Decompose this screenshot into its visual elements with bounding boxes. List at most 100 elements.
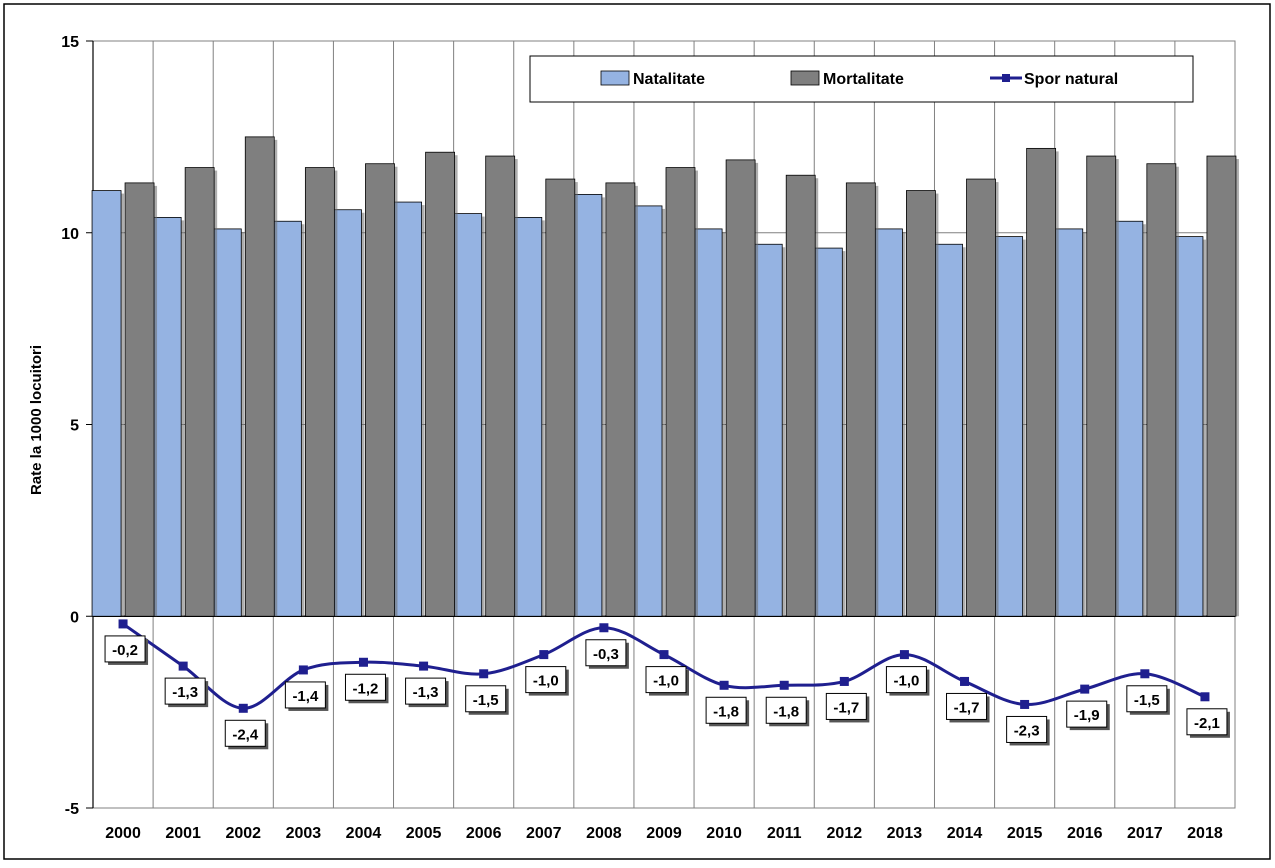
legend-marker-spor-natural bbox=[1002, 74, 1010, 82]
bar-mortalitate bbox=[1026, 147, 1057, 617]
data-label: -1,5 bbox=[1134, 692, 1160, 709]
data-label-box bbox=[705, 696, 747, 724]
spor-natural-marker bbox=[659, 650, 669, 660]
bar-mortalitate bbox=[485, 155, 516, 617]
spor-natural-marker bbox=[118, 619, 128, 629]
bar-natalitate bbox=[91, 190, 122, 617]
bar-mortalitate bbox=[545, 178, 576, 617]
bar-mortalitate bbox=[665, 167, 696, 617]
bar-mortalitate bbox=[365, 163, 395, 617]
data-label-box bbox=[1006, 715, 1048, 743]
spor-natural-marker bbox=[960, 676, 970, 686]
data-label: -0,2 bbox=[112, 642, 138, 659]
legend-label-mortalitate: Mortalitate bbox=[823, 71, 904, 88]
y-tick-label: 5 bbox=[70, 418, 79, 435]
bar-mortalitate bbox=[725, 159, 756, 617]
spor-natural-marker bbox=[178, 661, 188, 671]
data-label: -1,0 bbox=[653, 673, 679, 690]
spor-natural-marker bbox=[1140, 669, 1150, 679]
legend-box bbox=[529, 55, 1194, 103]
data-label: -1,4 bbox=[292, 688, 319, 705]
data-label-box bbox=[825, 692, 867, 720]
spor-natural-marker bbox=[719, 680, 729, 690]
line-series bbox=[118, 619, 1210, 713]
data-label: -2,4 bbox=[232, 726, 259, 743]
bar-mortalitate bbox=[425, 151, 455, 617]
data-label: -1,5 bbox=[473, 692, 499, 709]
x-tick-label: 2018 bbox=[1187, 825, 1223, 842]
data-label-box bbox=[946, 692, 988, 720]
data-label-box bbox=[104, 635, 146, 663]
data-label: -1,8 bbox=[773, 703, 799, 720]
x-tick-label: 2004 bbox=[346, 825, 382, 842]
y-tick-label: 15 bbox=[61, 34, 79, 51]
spor-natural-marker bbox=[839, 676, 849, 686]
x-tick-label: 2008 bbox=[586, 825, 622, 842]
data-label-box bbox=[164, 677, 206, 705]
x-tick-label: 2016 bbox=[1067, 825, 1103, 842]
y-axis-label: Rate la 1000 locuitori bbox=[28, 345, 45, 495]
bars bbox=[91, 136, 1239, 617]
data-label: -2,3 bbox=[1014, 722, 1040, 739]
data-label-box bbox=[525, 666, 567, 694]
data-labels: -0,2 -1,3 -2,4 -1,4 -1,2 -1,3 -1,5 -1,0 -0,3 -1,0… bbox=[104, 635, 1230, 750]
data-label: -2,1 bbox=[1194, 715, 1220, 732]
data-label: -1,7 bbox=[833, 699, 859, 716]
y-axis-ticks: -5 0 5 10 15 bbox=[61, 34, 79, 818]
data-label-box bbox=[344, 673, 386, 701]
data-label-box bbox=[405, 677, 447, 705]
bar-mortalitate bbox=[1206, 155, 1237, 617]
data-label-box bbox=[885, 666, 927, 694]
spor-natural-marker bbox=[539, 650, 549, 660]
spor-natural-marker bbox=[479, 669, 489, 679]
x-tick-label: 2006 bbox=[466, 825, 502, 842]
data-label-box bbox=[1126, 685, 1168, 713]
bar-mortalitate bbox=[304, 167, 335, 617]
spor-natural-marker bbox=[419, 661, 429, 671]
bar-mortalitate bbox=[966, 178, 996, 617]
y-tick-label: 10 bbox=[61, 226, 79, 243]
data-label-box bbox=[585, 639, 627, 667]
x-tick-label: 2015 bbox=[1007, 825, 1043, 842]
x-tick-label: 2013 bbox=[887, 825, 923, 842]
bar-mortalitate bbox=[244, 136, 275, 617]
y-tick-label: -5 bbox=[65, 801, 79, 818]
data-label: -1,0 bbox=[533, 673, 559, 690]
x-tick-label: 2001 bbox=[165, 825, 201, 842]
x-tick-label: 2003 bbox=[286, 825, 322, 842]
data-label: -1,9 bbox=[1074, 707, 1100, 724]
legend-label-natalitate: Natalitate bbox=[633, 71, 705, 88]
spor-natural-marker bbox=[1020, 699, 1030, 709]
data-label-box bbox=[224, 719, 266, 747]
data-label-box bbox=[284, 681, 326, 709]
bar-mortalitate bbox=[845, 182, 876, 617]
bar-mortalitate bbox=[1086, 155, 1117, 617]
data-label-box bbox=[1186, 708, 1228, 736]
data-label: -1,2 bbox=[353, 680, 379, 697]
data-label: -1,3 bbox=[413, 684, 439, 701]
spor-natural-marker bbox=[899, 650, 909, 660]
bar-mortalitate bbox=[124, 182, 155, 617]
data-label-box bbox=[765, 696, 807, 724]
data-label: -0,3 bbox=[593, 646, 619, 663]
spor-natural-marker bbox=[779, 680, 789, 690]
x-tick-label: 2017 bbox=[1127, 825, 1163, 842]
x-tick-label: 2002 bbox=[225, 825, 261, 842]
bar-mortalitate bbox=[906, 190, 936, 617]
x-tick-label: 2010 bbox=[706, 825, 742, 842]
spor-natural-marker bbox=[1200, 692, 1210, 702]
x-tick-label: 2014 bbox=[947, 825, 983, 842]
data-label-box bbox=[1066, 700, 1108, 728]
data-label: -1,0 bbox=[893, 673, 919, 690]
x-tick-label: 2011 bbox=[767, 825, 802, 842]
x-tick-label: 2012 bbox=[827, 825, 863, 842]
spor-natural-marker bbox=[599, 623, 609, 633]
spor-natural-marker bbox=[1080, 684, 1090, 694]
bar-mortalitate bbox=[184, 167, 215, 617]
spor-natural-marker bbox=[298, 665, 308, 675]
y-tick-label: 0 bbox=[70, 609, 79, 626]
x-tick-label: 2007 bbox=[526, 825, 562, 842]
x-tick-label: 2005 bbox=[406, 825, 442, 842]
data-label: -1,7 bbox=[954, 699, 980, 716]
